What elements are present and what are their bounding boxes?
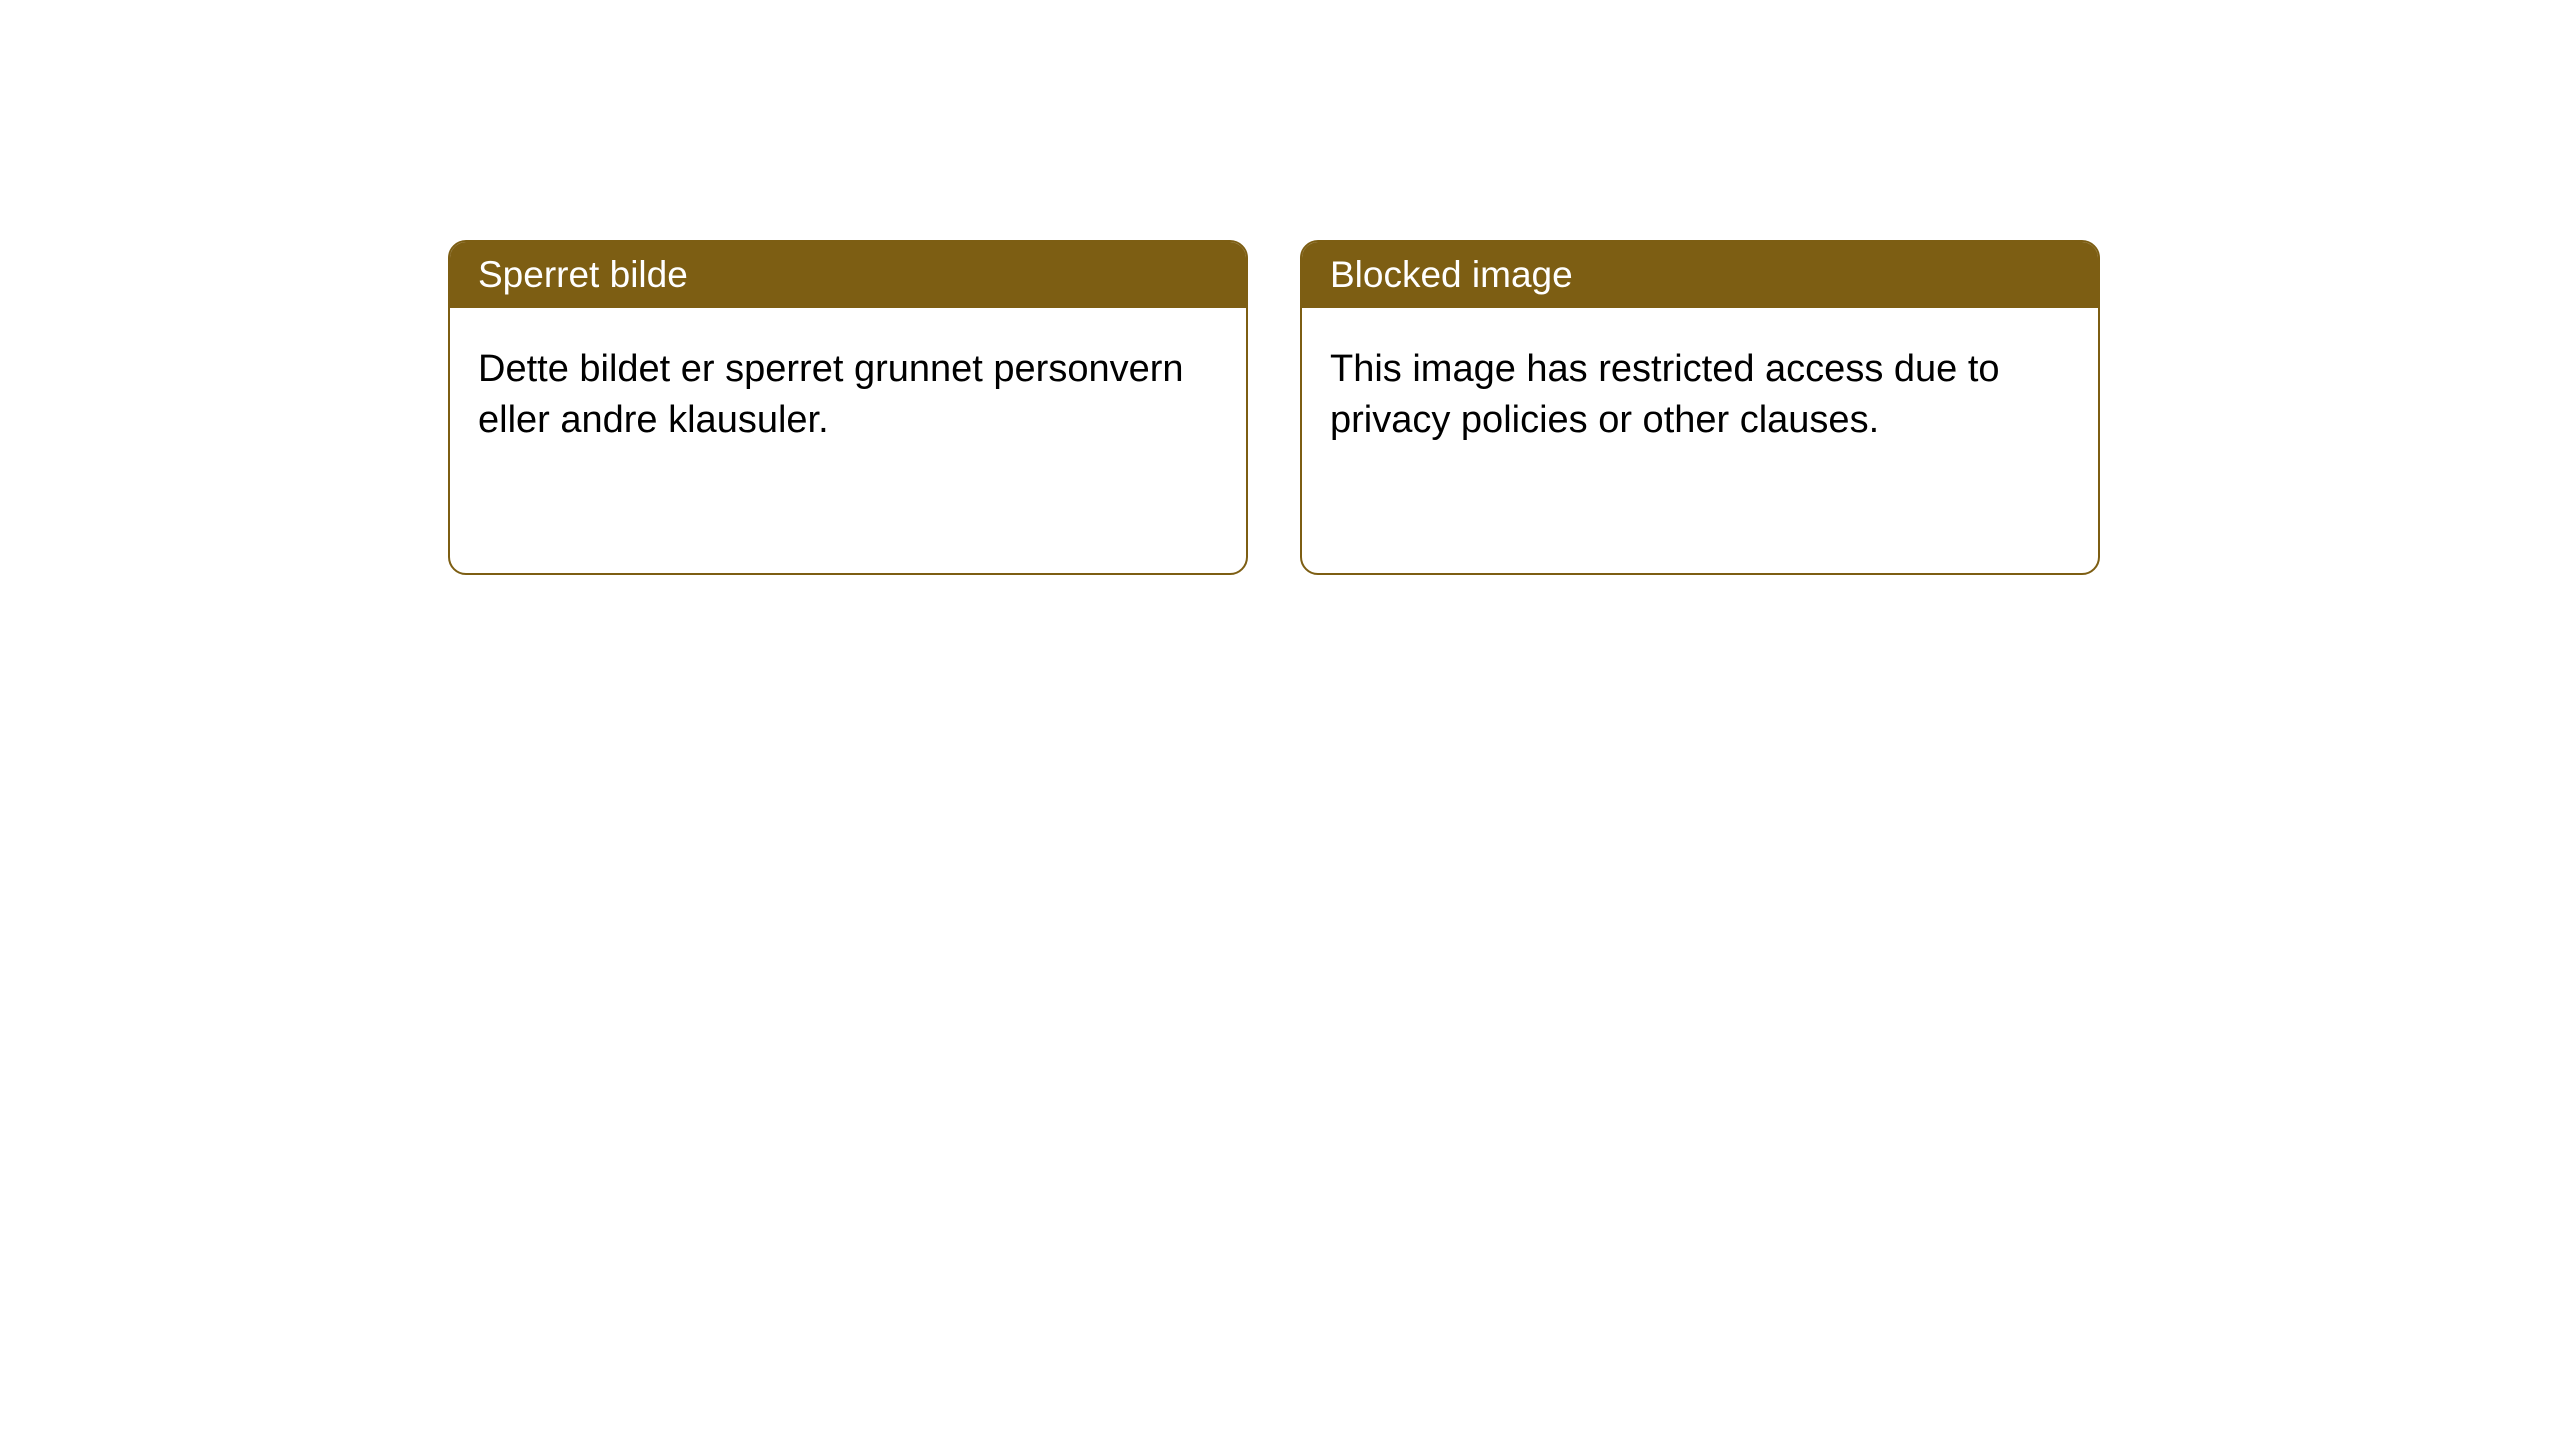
card-body: This image has restricted access due to … (1302, 308, 2098, 483)
card-title: Blocked image (1330, 254, 1573, 295)
notice-card-english: Blocked image This image has restricted … (1300, 240, 2100, 575)
card-body-text: This image has restricted access due to … (1330, 348, 2000, 441)
card-title: Sperret bilde (478, 254, 688, 295)
notice-container: Sperret bilde Dette bildet er sperret gr… (448, 240, 2100, 575)
notice-card-norwegian: Sperret bilde Dette bildet er sperret gr… (448, 240, 1248, 575)
card-header: Blocked image (1302, 242, 2098, 308)
card-body: Dette bildet er sperret grunnet personve… (450, 308, 1246, 483)
card-header: Sperret bilde (450, 242, 1246, 308)
card-body-text: Dette bildet er sperret grunnet personve… (478, 348, 1184, 441)
